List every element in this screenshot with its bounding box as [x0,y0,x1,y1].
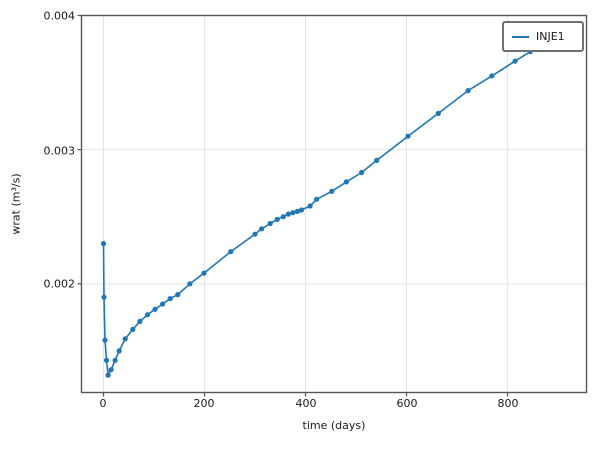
data-point [307,203,313,209]
legend: INJE1 [502,21,584,52]
data-point [280,214,286,220]
data-point [152,306,158,312]
data-point [144,312,151,318]
y-tick-label: 0.003 [43,144,76,158]
data-point [112,357,118,363]
data-point [374,157,380,163]
data-point [405,133,411,139]
x-axis-label: time (days) [302,419,366,432]
data-point [259,226,265,232]
y-axis-label: wrat (m³/s) [9,173,23,235]
data-point [228,249,234,255]
legend-label: INJE1 [536,30,565,43]
data-point [435,110,441,116]
data-point [359,169,365,176]
x-tick-label: 600 [396,397,418,410]
data-point [294,208,300,214]
data-point [489,73,495,79]
data-point [122,336,128,342]
data-point [108,367,114,373]
data-point [290,210,296,216]
data-point [512,58,518,64]
x-tick-label: 200 [193,397,215,410]
data-point [100,241,107,247]
data-point [285,211,291,217]
data-point [130,326,136,332]
data-point [160,301,166,307]
data-point [101,294,107,300]
plot-frame [80,14,588,394]
data-point [298,207,305,213]
data-point [329,188,335,194]
data-point [102,337,108,343]
legend-line-sample [512,35,529,38]
data-point [267,220,273,227]
y-tick-label: 0.004 [43,9,76,23]
data-point [103,357,110,363]
x-tick-label: 0 [99,397,107,410]
data-point [137,318,143,324]
x-tick-label: 400 [295,397,317,410]
y-tick-label: 0.002 [43,277,76,291]
data-point [105,372,111,378]
data-point [343,179,349,185]
data-point [167,296,173,302]
data-point [274,216,280,222]
data-point [175,292,181,298]
data-point [465,88,471,94]
x-tick-label: 800 [497,397,519,410]
data-point [252,231,258,237]
data-line [102,28,563,376]
data-point [314,196,320,202]
data-point [201,270,207,276]
data-point [187,281,193,287]
data-point [116,348,122,354]
